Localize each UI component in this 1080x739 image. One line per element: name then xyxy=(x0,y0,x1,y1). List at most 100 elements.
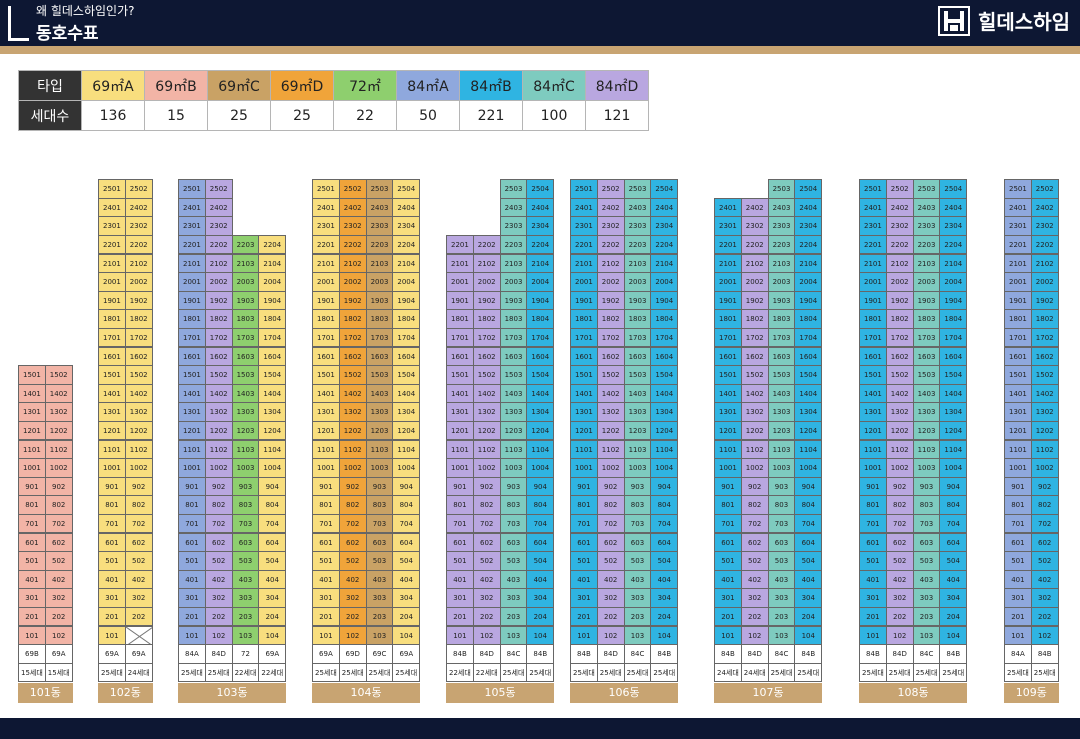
unit-cell: 1901 xyxy=(312,290,340,311)
unit-cell: 301 xyxy=(446,588,474,608)
unit-cell: 201 xyxy=(446,606,474,627)
unit-cell: 1102 xyxy=(338,439,367,460)
unit-cell: 1502 xyxy=(472,365,501,385)
unit-cell: 1204 xyxy=(794,420,823,441)
unit-cell: 801 xyxy=(312,495,340,515)
unit-cell: 1401 xyxy=(18,383,46,404)
unit-cell: 1701 xyxy=(446,327,474,348)
unit-cell: 702 xyxy=(1030,513,1059,534)
unit-cell: 1603 xyxy=(231,346,260,367)
unit-cell: 203 xyxy=(623,606,652,627)
unit-cell: 2502 xyxy=(1030,179,1059,199)
unit-cell: 2302 xyxy=(1030,216,1059,236)
unit-cell: 2102 xyxy=(1030,253,1059,274)
unit-cell: 1301 xyxy=(859,402,887,422)
unit-cell: 2104 xyxy=(650,253,679,274)
unit-cell: 2002 xyxy=(596,272,625,292)
line-type-label: 69A xyxy=(258,644,287,664)
line-unit-count: 25세대 xyxy=(392,662,421,683)
unit-cell: 501 xyxy=(714,551,742,571)
unit-cell: 1103 xyxy=(231,439,260,460)
unit-cell: 2003 xyxy=(231,272,260,292)
unit-cell: 302 xyxy=(740,588,769,608)
unit-cell: 1303 xyxy=(767,402,796,422)
unit-cell: 604 xyxy=(939,532,968,553)
unit-cell: 1302 xyxy=(596,402,625,422)
unit-cell: 502 xyxy=(472,551,501,571)
unit-cell: 301 xyxy=(312,588,340,608)
unit-cell: 1304 xyxy=(392,402,421,422)
unit-cell: 103 xyxy=(231,625,260,646)
unit-cell: 1201 xyxy=(1004,420,1032,441)
unit-cell: 1202 xyxy=(885,420,914,441)
unit-cell: 203 xyxy=(499,606,528,627)
unit-cell: 1201 xyxy=(178,420,206,441)
unit-cell: 403 xyxy=(623,569,652,590)
unit-cell: 803 xyxy=(499,495,528,515)
unit-cell: 1604 xyxy=(794,346,823,367)
unit-cell: 1102 xyxy=(472,439,501,460)
unit-cell: 902 xyxy=(596,476,625,497)
unit-cell: 1001 xyxy=(859,458,887,478)
unit-cell: 1202 xyxy=(124,420,153,441)
unit-cell: 2003 xyxy=(499,272,528,292)
unit-cell: 1702 xyxy=(338,327,367,348)
unit-cell: 2102 xyxy=(204,253,233,274)
unit-cell: 1802 xyxy=(204,309,233,329)
unit-cell: 802 xyxy=(472,495,501,515)
unit-cell: 2202 xyxy=(124,234,153,255)
unit-cell: 1103 xyxy=(623,439,652,460)
unit-cell: 2503 xyxy=(767,179,796,199)
unit-cell: 1102 xyxy=(740,439,769,460)
building-name-label: 107동 xyxy=(714,683,823,703)
unit-cell: 804 xyxy=(650,495,679,515)
unit-cell: 1103 xyxy=(499,439,528,460)
line-type-label: 72 xyxy=(231,644,260,664)
unit-cell: 1103 xyxy=(767,439,796,460)
unit-cell: 2301 xyxy=(714,216,742,236)
unit-cell: 1002 xyxy=(885,458,914,478)
unit-cell: 1104 xyxy=(258,439,287,460)
unit-cell: 1003 xyxy=(499,458,528,478)
unit-cell: 1902 xyxy=(338,290,367,311)
unit-cell: 1102 xyxy=(204,439,233,460)
unit-cell: 501 xyxy=(178,551,206,571)
unit-cell: 1001 xyxy=(312,458,340,478)
building-name-label: 105동 xyxy=(446,683,555,703)
unit-cell: 1303 xyxy=(912,402,941,422)
unit-cell: 1303 xyxy=(499,402,528,422)
unit-cell: 2004 xyxy=(939,272,968,292)
type-72-count: 22 xyxy=(333,100,397,131)
line-unit-count: 25세대 xyxy=(570,662,598,683)
unit-cell: 903 xyxy=(499,476,528,497)
building-name-label: 109동 xyxy=(1004,683,1059,703)
line-type-label: 84C xyxy=(912,644,941,664)
unit-cell: 1702 xyxy=(885,327,914,348)
unit-cell: 604 xyxy=(258,532,287,553)
unit-cell: 2304 xyxy=(526,216,555,236)
unit-cell: 802 xyxy=(740,495,769,515)
unit-cell: 2501 xyxy=(98,179,126,199)
unit-cell: 401 xyxy=(570,569,598,590)
unit-cell: 1901 xyxy=(714,290,742,311)
unit-cell: 101 xyxy=(18,625,46,646)
unit-cell: 204 xyxy=(526,606,555,627)
line-unit-count: 25세대 xyxy=(912,662,941,683)
unit-cell: 601 xyxy=(1004,532,1032,553)
unit-cell: 202 xyxy=(1030,606,1059,627)
unit-cell: 1004 xyxy=(794,458,823,478)
unit-cell: 2403 xyxy=(623,197,652,218)
unit-cell: 1503 xyxy=(912,365,941,385)
unit-cell: 802 xyxy=(204,495,233,515)
unit-cell: 2002 xyxy=(124,272,153,292)
type-84B-header: 84㎡B xyxy=(459,70,523,101)
unit-cell: 702 xyxy=(740,513,769,534)
unit-cell: 703 xyxy=(767,513,796,534)
unit-cell: 1402 xyxy=(596,383,625,404)
unit-cell: 2402 xyxy=(740,197,769,218)
unit-cell: 1603 xyxy=(623,346,652,367)
unit-cell: 1204 xyxy=(258,420,287,441)
unit-cell: 2001 xyxy=(1004,272,1032,292)
unit-cell: 704 xyxy=(794,513,823,534)
unit-cell: 2103 xyxy=(912,253,941,274)
